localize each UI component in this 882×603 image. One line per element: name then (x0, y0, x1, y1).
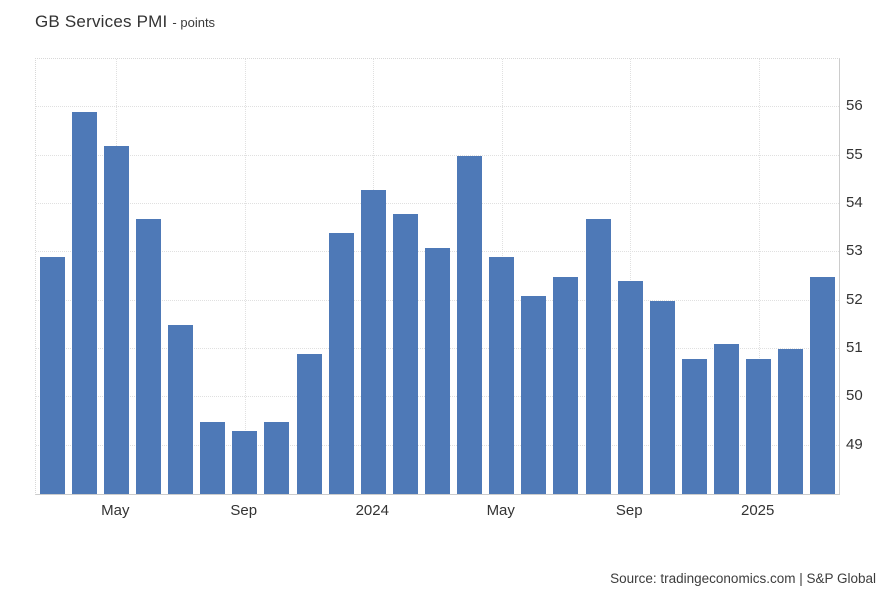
bar[interactable] (200, 421, 226, 494)
bar[interactable] (810, 276, 836, 494)
y-tick-label: 53 (846, 242, 863, 260)
y-tick-label: 56 (846, 97, 863, 115)
bar[interactable] (778, 349, 804, 494)
gridline-v (758, 59, 760, 494)
bar[interactable] (714, 344, 740, 494)
x-tick-label: 2024 (355, 502, 389, 519)
bar[interactable] (39, 257, 65, 494)
bar[interactable] (681, 358, 707, 494)
bar[interactable] (264, 421, 290, 494)
source-note: Source: tradingeconomics.com | S&P Globa… (610, 571, 876, 586)
bar[interactable] (521, 295, 547, 494)
gridline-h (36, 203, 839, 204)
y-tick-label: 52 (846, 290, 863, 308)
bar[interactable] (553, 276, 579, 494)
gridline-v (630, 59, 632, 494)
y-tick-label: 51 (846, 339, 863, 356)
bar[interactable] (328, 233, 354, 494)
bar[interactable] (232, 431, 258, 494)
bar[interactable] (392, 213, 418, 494)
x-tick-label: 2025 (741, 502, 775, 519)
bar[interactable] (457, 155, 483, 494)
bar[interactable] (168, 324, 194, 494)
x-tick-label: Sep (230, 502, 258, 519)
bar[interactable] (649, 300, 675, 494)
bar[interactable] (296, 353, 322, 494)
gridline-h (36, 106, 839, 108)
bar[interactable] (103, 146, 129, 494)
chart-title-unit: - points (172, 15, 216, 30)
x-tick-label: Sep (615, 502, 643, 519)
plot-area (35, 58, 840, 495)
x-tick-label: May (486, 502, 515, 519)
bar[interactable] (585, 218, 611, 494)
bar[interactable] (135, 218, 161, 494)
bar[interactable] (617, 281, 643, 494)
bar[interactable] (489, 257, 515, 494)
gridline-v (244, 59, 246, 494)
gridline-h (36, 154, 839, 156)
y-tick-label: 50 (846, 387, 863, 405)
y-tick-label: 49 (846, 435, 863, 453)
chart-title-text: GB Services PMI (35, 12, 168, 31)
bar[interactable] (425, 247, 450, 494)
bar[interactable] (360, 189, 386, 494)
bar[interactable] (71, 112, 97, 494)
x-tick-label: May (101, 502, 130, 519)
y-tick-label: 55 (846, 145, 863, 163)
y-tick-label: 54 (846, 194, 863, 211)
bar[interactable] (746, 358, 772, 494)
chart-title: GB Services PMI - points (35, 12, 215, 32)
